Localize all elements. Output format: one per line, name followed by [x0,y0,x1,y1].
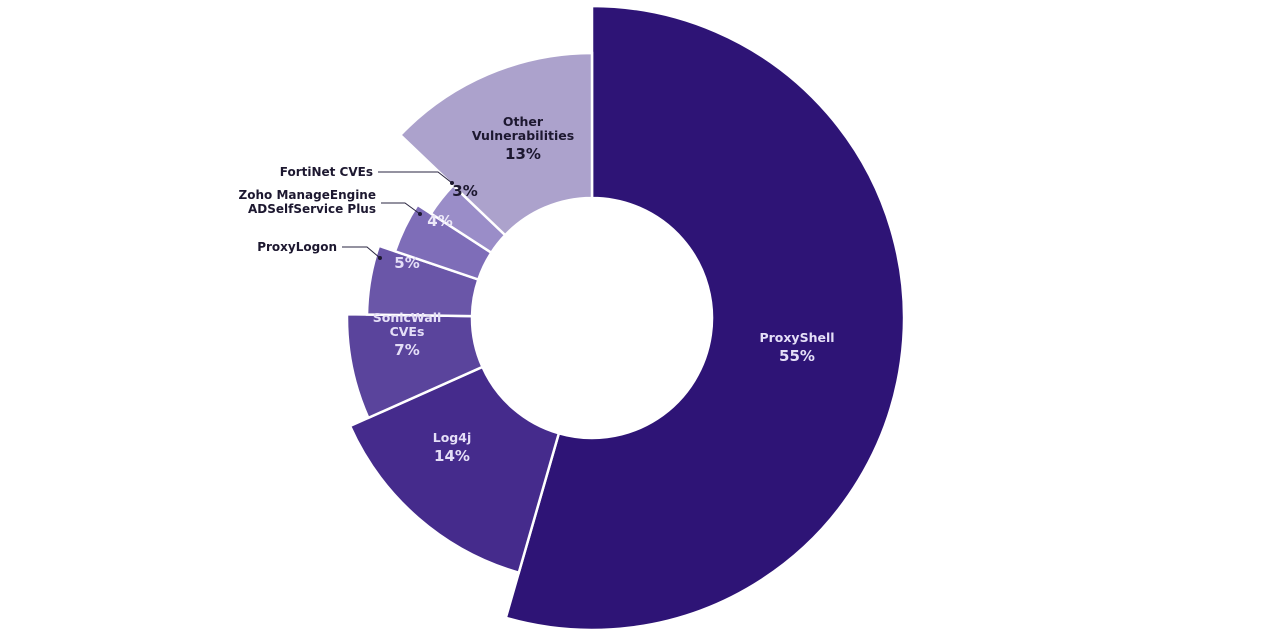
label-other-vulnerabilities-name: Other [503,114,544,129]
callout-proxylogon-dot [378,256,382,260]
callout-proxylogon-leader-line [342,246,381,259]
label-proxylogon-value: 5% [394,254,419,272]
label-proxyshell-value: 55% [779,347,815,365]
label-sonicwall-cves-name: SonicWall [373,310,442,325]
label-other-vulnerabilities-value: 13% [505,145,541,163]
callout-zoho-manageengine-adselfservice-plus-text: Zoho ManageEngine [239,188,376,202]
label-other-vulnerabilities-name: Vulnerabilities [472,128,574,143]
label-log4j-name: Log4j [433,430,471,445]
callout-zoho-manageengine-adselfservice-plus-leader-line [381,202,421,215]
label-sonicwall-cves-name: CVEs [390,324,425,339]
label-zoho-manageengine-adselfservice-plus-value: 4% [427,212,452,230]
callout-fortinet-cves-leader-line [378,171,453,184]
callout-fortinet-cves-dot [450,181,454,185]
slice-other-vulnerabilities[interactable] [398,51,594,237]
callout-zoho-manageengine-adselfservice-plus-dot [418,212,422,216]
slice-log4j[interactable] [348,365,561,575]
slice-sonicwall-cves[interactable] [345,312,485,420]
callout-zoho-manageengine-adselfservice-plus-text: ADSelfService Plus [248,202,376,216]
callout-fortinet-cves-text: FortiNet CVEs [280,165,373,179]
label-proxyshell-name: ProxyShell [759,330,834,345]
callout-proxylogon-text: ProxyLogon [257,240,337,254]
label-log4j-value: 14% [434,447,470,465]
chart-slices [345,4,906,632]
label-fortinet-cves-value: 3% [452,182,477,200]
slice-proxyshell[interactable] [504,4,906,632]
label-sonicwall-cves-value: 7% [394,341,419,359]
